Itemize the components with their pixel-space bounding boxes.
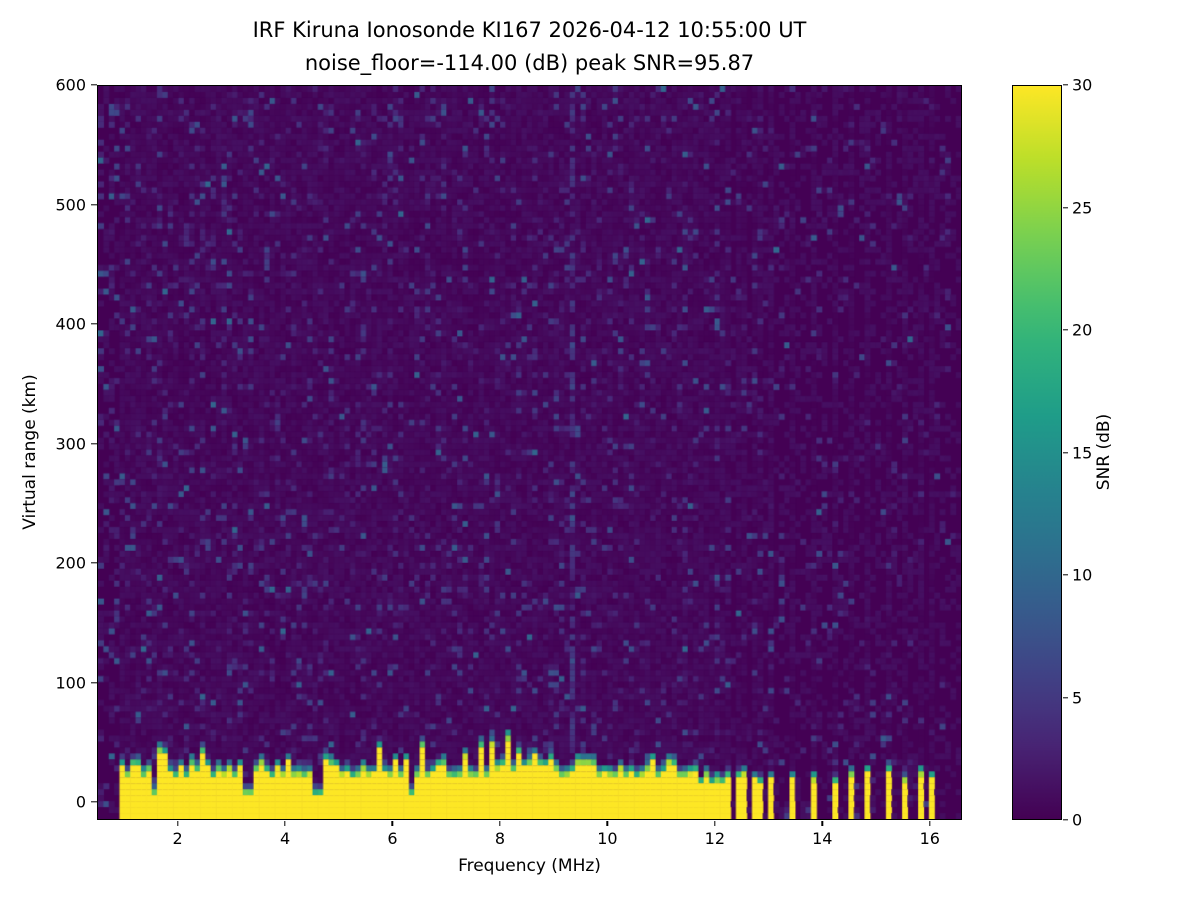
x-axis-label: Frequency (MHz)	[458, 856, 601, 876]
x-tick-label: 4	[279, 829, 291, 848]
x-tick-mark	[176, 821, 179, 826]
y-tick-mark	[91, 801, 97, 803]
y-tick-label: 0	[75, 792, 86, 812]
colorbar-tick-mark	[1063, 819, 1068, 821]
x-tick-label: 6	[387, 829, 398, 848]
y-tick-label: 200	[55, 553, 86, 573]
y-tick-mark	[91, 562, 97, 564]
colorbar-tick-label: 0	[1072, 810, 1083, 830]
chart-title: IRF Kiruna Ionosonde KI167 2026-04-12 10…	[97, 14, 962, 80]
y-tick-mark	[91, 681, 97, 684]
colorbar-tick-label: 30	[1072, 75, 1093, 95]
x-tick-mark	[606, 821, 609, 826]
colorbar-tick-label: 10	[1072, 565, 1093, 585]
x-tick-mark	[391, 821, 394, 826]
chart-title-line1: IRF Kiruna Ionosonde KI167 2026-04-12 10…	[252, 18, 807, 42]
y-tick-mark	[91, 442, 97, 445]
colorbar-tick-mark	[1063, 206, 1068, 209]
x-tick-label: 16	[919, 829, 940, 848]
y-tick-label: 600	[55, 75, 86, 95]
x-tick-label: 8	[494, 829, 506, 848]
y-tick-mark	[91, 323, 97, 325]
colorbar-tick-mark	[1063, 451, 1068, 454]
colorbar-tick-mark	[1063, 574, 1068, 576]
colorbar-tick-mark	[1063, 84, 1068, 86]
y-tick-mark	[91, 203, 97, 206]
x-tick-label: 12	[704, 829, 726, 848]
colorbar-tick-mark	[1063, 696, 1068, 699]
x-tick-mark	[929, 821, 931, 826]
colorbar-tick-label: 5	[1072, 688, 1083, 707]
x-tick-mark	[714, 821, 716, 826]
y-tick-mark	[91, 84, 97, 86]
x-tick-label: 14	[812, 829, 833, 848]
colorbar	[1012, 85, 1062, 820]
chart-title-line2: noise_floor=-114.00 (dB) peak SNR=95.87	[304, 51, 755, 75]
colorbar-tick-label: 15	[1072, 443, 1093, 462]
x-tick-label: 2	[172, 829, 183, 848]
colorbar-tick-label: 20	[1072, 320, 1093, 340]
y-tick-label: 300	[55, 434, 86, 454]
x-tick-label: 10	[597, 829, 618, 848]
y-tick-label: 100	[55, 673, 86, 693]
x-tick-mark	[499, 821, 501, 826]
y-tick-label: 500	[55, 195, 86, 214]
x-tick-mark	[284, 821, 286, 826]
y-tick-label: 400	[55, 314, 86, 334]
x-tick-mark	[821, 821, 823, 826]
plot-area	[97, 85, 962, 820]
colorbar-gradient	[1013, 86, 1061, 819]
colorbar-tick-mark	[1063, 329, 1068, 331]
colorbar-tick-label: 25	[1072, 198, 1093, 217]
ionogram-canvas	[98, 86, 961, 819]
colorbar-label: SNR (dB)	[1094, 413, 1114, 491]
